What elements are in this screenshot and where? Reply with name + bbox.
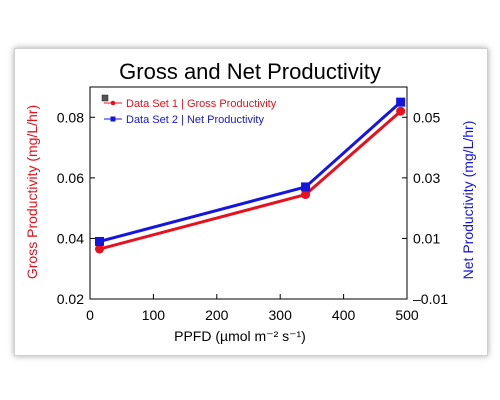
y2-tick-label: 0.03	[413, 170, 440, 186]
x-tick-label: 0	[86, 307, 94, 323]
legend: Data Set 1 | Gross Productivity Data Set …	[101, 94, 277, 126]
data-point-series-1	[301, 190, 311, 200]
right-y-axis-ticks: –0.01 0.01 0.03 0.05	[402, 109, 448, 307]
x-tick-label: 400	[332, 307, 356, 323]
y2-tick-label: –0.01	[413, 291, 448, 307]
x-axis: 0 100 200 300 400 500	[86, 294, 419, 323]
data-point-series-1	[95, 244, 105, 254]
y-tick-label: 0.06	[57, 170, 84, 186]
legend-handle-icon[interactable]	[101, 94, 109, 102]
legend-label-series-2: Data Set 2 | Net Productivity	[126, 114, 264, 126]
right-y-axis-title: Net Productivity (mg/L/hr)	[460, 121, 476, 280]
data-point-series-1	[396, 106, 406, 116]
x-axis-title: PPFD (µmol m⁻² s⁻¹)	[174, 328, 306, 344]
x-tick-label: 200	[205, 307, 229, 323]
y2-tick-label: 0.05	[413, 109, 440, 125]
left-y-axis-title: Gross Productivity (mg/L/hr)	[24, 105, 40, 279]
legend-marker-series-1	[110, 100, 116, 106]
x-tick-label: 500	[395, 307, 419, 323]
x-tick-label: 100	[142, 307, 166, 323]
data-point-series-2	[95, 236, 105, 246]
y-tick-label: 0.04	[57, 230, 84, 246]
legend-marker-series-2	[110, 116, 116, 122]
data-point-series-2	[301, 182, 311, 192]
data-point-series-2	[396, 97, 406, 107]
x-tick-label: 300	[269, 307, 293, 323]
y2-tick-label: 0.01	[413, 230, 440, 246]
left-y-axis: 0.02 0.04 0.06 0.08	[57, 109, 95, 307]
legend-label-series-1: Data Set 1 | Gross Productivity	[126, 98, 277, 110]
y-tick-label: 0.02	[57, 291, 84, 307]
series-layer	[95, 97, 406, 254]
y-tick-label: 0.08	[57, 109, 84, 125]
chart-title: Gross and Net Productivity	[119, 59, 381, 84]
